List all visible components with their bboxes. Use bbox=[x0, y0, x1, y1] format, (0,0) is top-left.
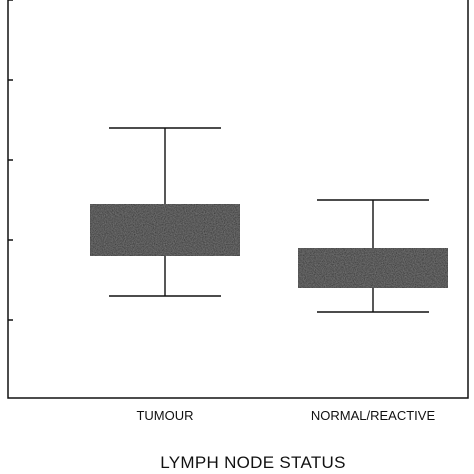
x-tick-label: TUMOUR bbox=[136, 408, 193, 423]
interquartile-box bbox=[297, 247, 449, 289]
plot-frame bbox=[7, 0, 469, 399]
x-axis-tick-labels: TUMOUR NORMAL/REACTIVE bbox=[136, 408, 435, 423]
x-axis-title: LYMPH NODE STATUS bbox=[160, 453, 346, 472]
box-series bbox=[89, 127, 449, 313]
interquartile-box bbox=[89, 203, 241, 257]
x-tick-label: NORMAL/REACTIVE bbox=[311, 408, 436, 423]
box-2 bbox=[297, 199, 449, 313]
box-1 bbox=[89, 127, 241, 297]
y-axis-ticks bbox=[8, 0, 13, 321]
